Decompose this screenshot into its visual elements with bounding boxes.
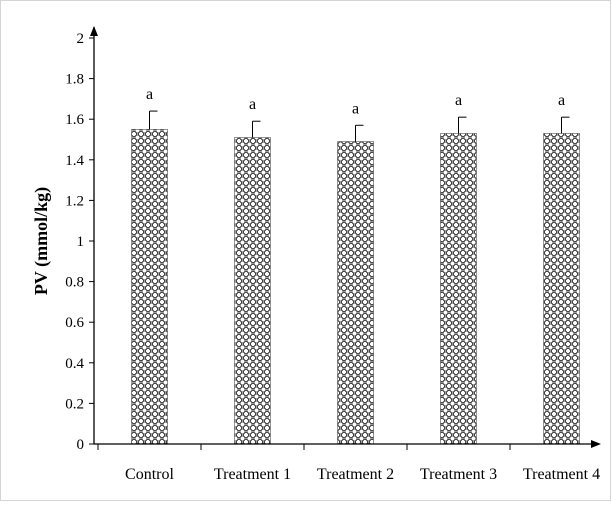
y-axis-arrow [90,26,98,36]
bar [234,137,271,445]
y-tick-label: 2 [77,31,85,47]
category-label: Treatment 2 [317,466,394,483]
y-tick-label: 0 [77,437,85,453]
y-tick-label: 0.2 [65,396,84,412]
bars-layer [131,129,580,445]
bar [543,133,580,445]
bar [440,133,477,445]
category-label: Treatment 3 [420,466,497,483]
y-tick-label: 1.6 [65,112,84,128]
y-tick-label: 1.4 [65,153,84,169]
category-label: Control [125,466,174,483]
y-tick-label: 1 [77,234,85,250]
x-axis-arrow [591,440,601,448]
y-tick-label: 1.2 [65,193,84,209]
axes-layer [89,26,601,450]
y-tick-label: 1.8 [65,72,84,88]
error-bars-layer [149,110,570,142]
labels-layer: a Control a Treatment 1 a Treatment 2 a Treatme… [65,31,600,483]
significance-label: a [249,96,256,113]
category-label: Treatment 1 [214,466,291,483]
bar [337,141,374,445]
category-label: Treatment 4 [523,466,600,483]
y-tick-label: 0.8 [65,275,84,291]
significance-label: a [558,92,565,109]
bar [131,129,168,445]
significance-label: a [455,92,462,109]
significance-label: a [146,86,153,103]
significance-label: a [352,100,359,117]
y-tick-label: 0.6 [65,315,84,331]
y-axis-title: PV (mmol/kg) [31,187,52,295]
y-tick-label: 0.4 [65,356,84,372]
